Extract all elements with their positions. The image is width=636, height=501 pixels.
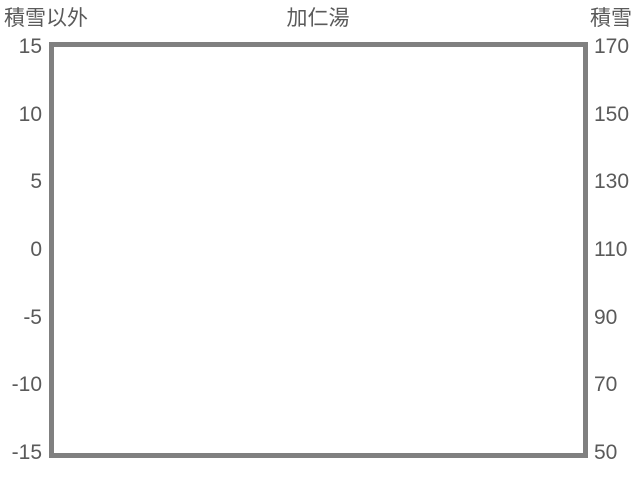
y-tick-left-3: 0 [30, 238, 42, 261]
y-tick-left-5: -10 [11, 373, 42, 397]
plot-frame [49, 42, 588, 458]
y-tick-right-5: 70 [594, 373, 618, 397]
y-tick-right-6: 50 [594, 441, 618, 464]
y-tick-right-3: 110 [594, 238, 628, 261]
chart-canvas [54, 47, 583, 453]
y-tick-left-6: -15 [11, 441, 42, 464]
y-tick-right-4: 90 [594, 305, 618, 329]
y-tick-right-1: 150 [594, 102, 630, 126]
y-tick-left-1: 10 [18, 102, 42, 126]
y-tick-left-0: 15 [18, 35, 42, 58]
y-tick-right-2: 130 [594, 170, 630, 194]
right-axis-header: 積雪 [590, 7, 632, 30]
y-tick-left-4: -5 [23, 305, 42, 329]
left-axis-header: 積雪以外 [4, 7, 88, 30]
page-title: 加仁湯 [286, 7, 350, 30]
y-tick-left-2: 5 [30, 170, 42, 194]
y-tick-right-0: 170 [594, 35, 630, 58]
plot-area [54, 47, 583, 453]
